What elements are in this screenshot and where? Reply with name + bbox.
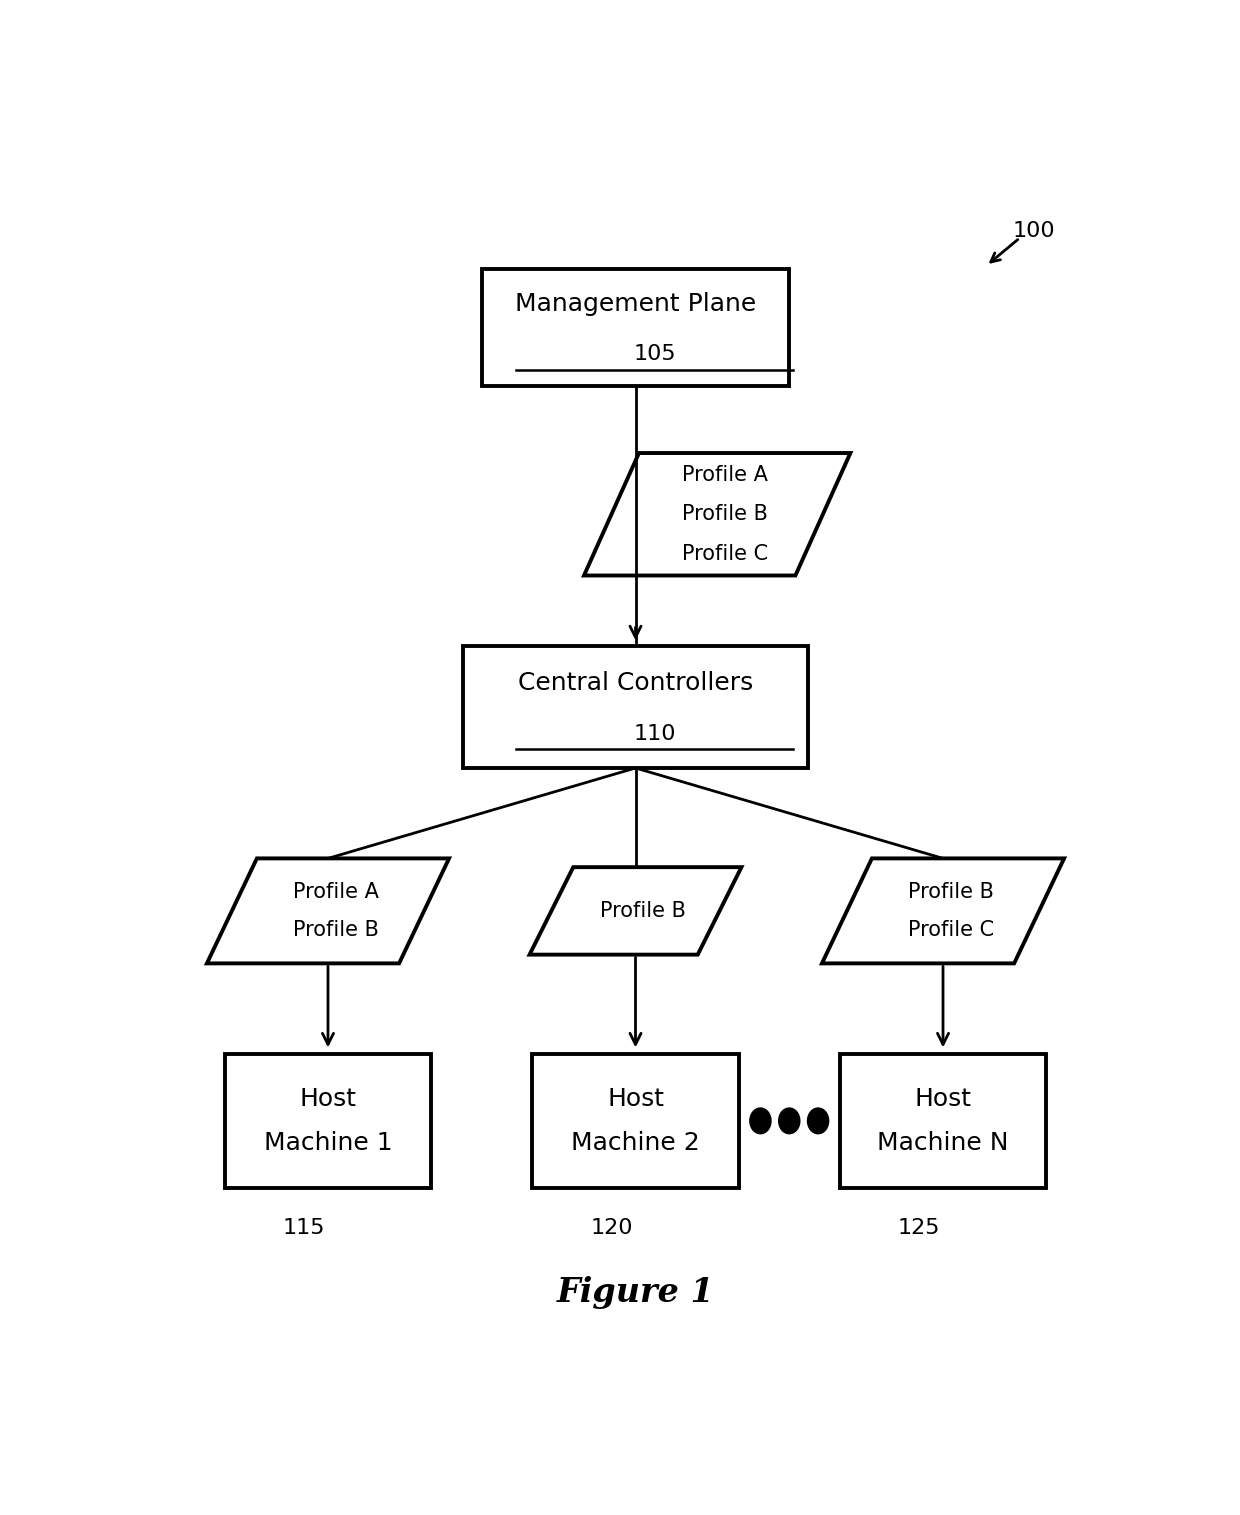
Text: 105: 105 bbox=[634, 344, 676, 365]
Text: Machine 1: Machine 1 bbox=[264, 1132, 392, 1154]
Circle shape bbox=[807, 1107, 828, 1133]
Text: 115: 115 bbox=[283, 1218, 325, 1238]
Text: 120: 120 bbox=[590, 1218, 632, 1238]
Text: Central Controllers: Central Controllers bbox=[518, 671, 753, 695]
Polygon shape bbox=[207, 859, 449, 964]
Text: Profile B: Profile B bbox=[600, 901, 686, 921]
Text: 125: 125 bbox=[898, 1218, 940, 1238]
Bar bbox=[224, 1054, 432, 1188]
Text: 100: 100 bbox=[1013, 221, 1055, 241]
Text: Profile B: Profile B bbox=[908, 882, 993, 903]
Circle shape bbox=[750, 1107, 771, 1133]
Bar bbox=[839, 1054, 1047, 1188]
Polygon shape bbox=[584, 453, 851, 576]
Bar bbox=[481, 270, 789, 386]
Bar bbox=[532, 1054, 739, 1188]
Text: Profile B: Profile B bbox=[293, 920, 378, 939]
Text: Machine N: Machine N bbox=[877, 1132, 1009, 1154]
Text: Profile C: Profile C bbox=[908, 920, 993, 939]
Text: Machine 2: Machine 2 bbox=[572, 1132, 699, 1154]
Text: Profile C: Profile C bbox=[682, 544, 768, 564]
Text: Profile A: Profile A bbox=[682, 465, 768, 485]
Text: Host: Host bbox=[915, 1086, 971, 1110]
Text: Host: Host bbox=[608, 1086, 663, 1110]
Text: Host: Host bbox=[300, 1086, 356, 1110]
Text: Management Plane: Management Plane bbox=[515, 292, 756, 317]
Bar bbox=[463, 645, 808, 768]
Text: Profile B: Profile B bbox=[682, 504, 768, 524]
Text: Profile A: Profile A bbox=[293, 882, 378, 903]
Circle shape bbox=[779, 1107, 800, 1133]
Polygon shape bbox=[529, 867, 742, 954]
Text: Figure 1: Figure 1 bbox=[557, 1276, 714, 1309]
Polygon shape bbox=[822, 859, 1064, 964]
Text: 110: 110 bbox=[634, 724, 676, 744]
